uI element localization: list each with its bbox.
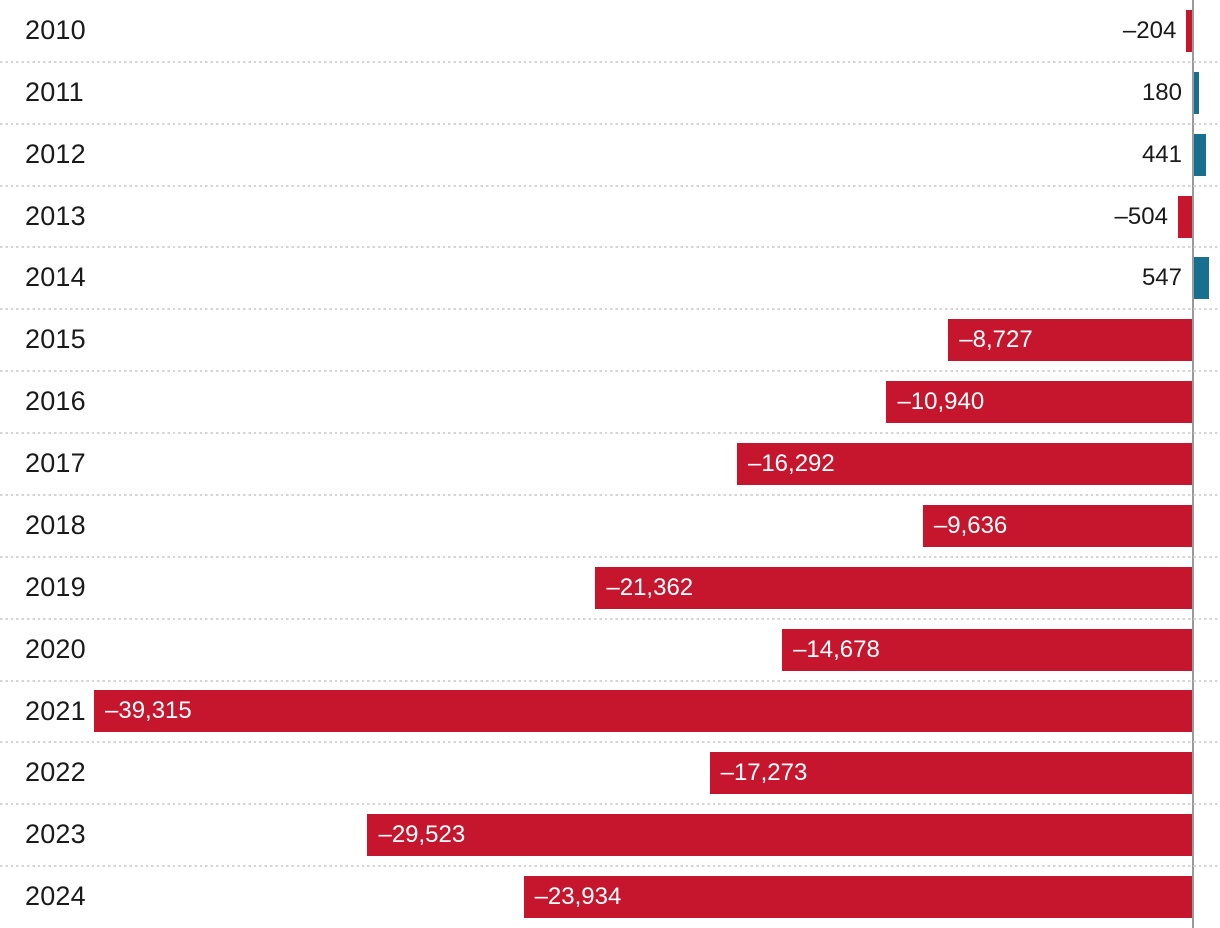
year-label-2022: 2022 [25, 757, 86, 788]
bar-2012 [1194, 133, 1207, 176]
value-label-2014: 547 [1141, 264, 1182, 292]
bar-2011 [1194, 71, 1200, 114]
row-separator [0, 308, 1220, 311]
value-label-2017: –16,292 [747, 450, 835, 477]
year-label-2017: 2017 [25, 448, 86, 479]
year-label-2015: 2015 [25, 324, 86, 355]
year-label-2016: 2016 [25, 386, 86, 417]
row-separator [0, 803, 1220, 806]
row-separator [0, 246, 1220, 249]
bar-2016 [886, 381, 1192, 424]
bar-2017 [736, 443, 1192, 485]
row-separator [0, 432, 1220, 435]
value-label-2013: –504 [1114, 202, 1168, 230]
row-separator [0, 679, 1220, 682]
bar-2020 [782, 628, 1192, 671]
value-label-2024: –23,934 [534, 883, 622, 911]
row-separator [0, 493, 1220, 496]
bar-2022 [709, 752, 1192, 795]
bar-2010 [1186, 9, 1192, 52]
value-label-2022: –17,273 [720, 759, 808, 787]
zero-baseline [1192, 0, 1194, 928]
value-label-2015: –8,727 [959, 326, 1033, 354]
bar-2014 [1194, 257, 1210, 300]
year-label-2024: 2024 [25, 881, 86, 912]
row-separator [0, 617, 1220, 620]
bar-2015 [948, 319, 1192, 362]
value-label-2016: –10,940 [897, 388, 985, 416]
value-label-2010: –204 [1122, 16, 1177, 44]
value-label-2012: 441 [1141, 140, 1182, 168]
year-label-2023: 2023 [25, 819, 86, 850]
bar-2024 [523, 876, 1192, 919]
bar-2019 [595, 566, 1192, 609]
year-label-2010: 2010 [25, 15, 86, 45]
row-separator [0, 60, 1220, 63]
row-separator [0, 370, 1220, 373]
value-label-2019: –21,362 [606, 573, 694, 601]
value-label-2021: –39,315 [105, 697, 192, 725]
year-label-2013: 2013 [25, 200, 86, 231]
row-separator [0, 555, 1220, 558]
year-label-2020: 2020 [25, 633, 86, 664]
value-label-2011: 180 [1141, 78, 1182, 106]
row-separator [0, 865, 1220, 868]
bar-2013 [1177, 195, 1192, 238]
year-label-2014: 2014 [25, 262, 86, 293]
value-label-2023: –29,523 [378, 821, 466, 849]
value-label-2020: –14,678 [793, 635, 880, 663]
year-label-2012: 2012 [25, 138, 86, 169]
bar-2018 [922, 504, 1192, 547]
year-label-2019: 2019 [25, 571, 86, 602]
value-label-2018: –9,636 [933, 511, 1008, 539]
row-separator [0, 184, 1220, 187]
year-label-2021: 2021 [25, 695, 86, 726]
year-label-2011: 2011 [25, 76, 84, 107]
bar-2023 [367, 814, 1192, 857]
row-separator [0, 741, 1220, 744]
bar-2021 [94, 690, 1192, 733]
year-label-2018: 2018 [25, 509, 86, 540]
row-separator [0, 122, 1220, 125]
